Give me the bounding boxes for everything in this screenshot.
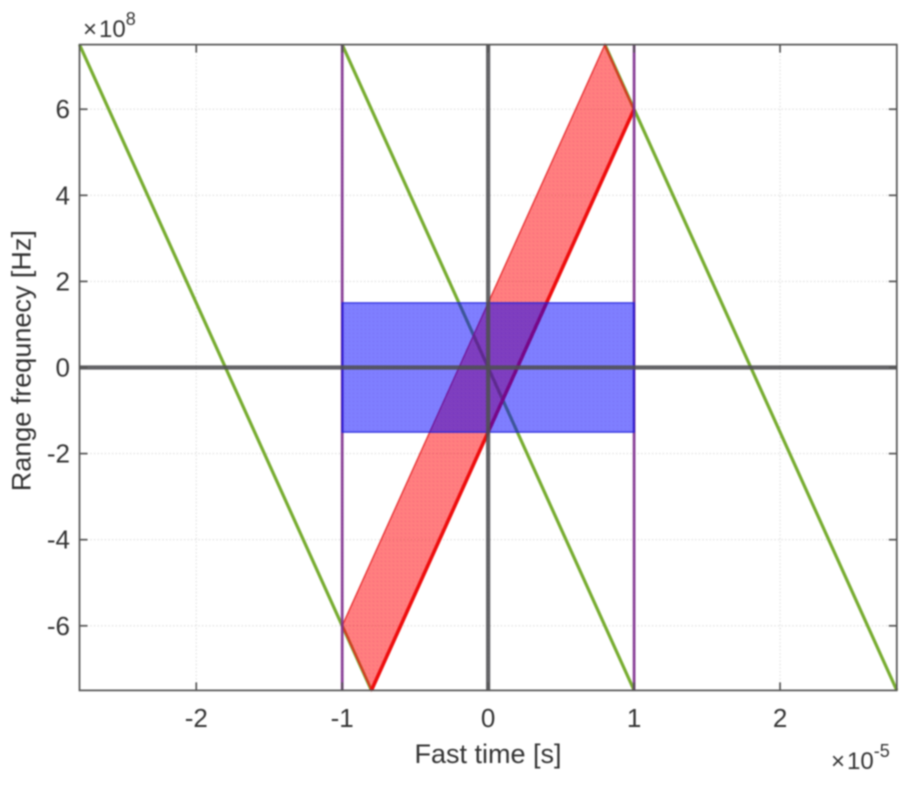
- svg-text:1: 1: [627, 703, 641, 733]
- svg-text:6: 6: [56, 94, 70, 124]
- svg-text:-2: -2: [47, 439, 70, 469]
- svg-text:×108: ×108: [83, 9, 136, 43]
- svg-text:2: 2: [56, 266, 70, 296]
- svg-text:0: 0: [481, 703, 495, 733]
- svg-text:-6: -6: [47, 611, 70, 641]
- svg-text:2: 2: [773, 703, 787, 733]
- svg-text:0: 0: [56, 353, 70, 383]
- svg-text:-4: -4: [47, 525, 70, 555]
- svg-text:-1: -1: [331, 703, 354, 733]
- svg-text:4: 4: [56, 180, 70, 210]
- svg-text:-2: -2: [185, 703, 208, 733]
- svg-text:×10-5: ×10-5: [831, 741, 890, 775]
- svg-text:Range frequnecy [Hz]: Range frequnecy [Hz]: [7, 230, 37, 491]
- svg-text:Fast time [s]: Fast time [s]: [414, 739, 561, 769]
